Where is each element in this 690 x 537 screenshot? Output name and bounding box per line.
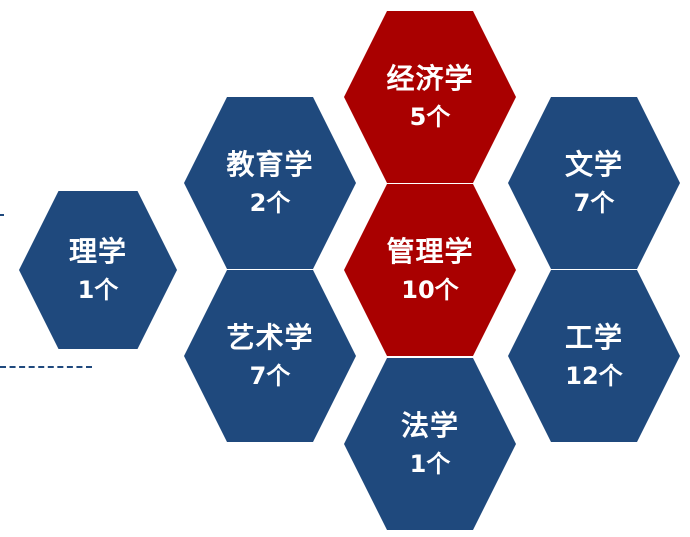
hex-name: 理学 — [68, 235, 127, 268]
hex-name: 文学 — [564, 148, 623, 181]
hex-cell-jiaoyuxue: 教育学 2个 — [184, 97, 356, 269]
hex-count: 2个 — [249, 189, 291, 217]
hex-cell-wenxue: 文学 7个 — [508, 97, 680, 269]
hex-cell-guanlixue: 管理学 10个 — [344, 184, 516, 356]
hex-count: 7个 — [249, 362, 291, 390]
hex-count: 10个 — [401, 276, 459, 304]
hex-cell-faxue: 法学 1个 — [344, 358, 516, 530]
hex-name: 管理学 — [386, 235, 474, 268]
hex-name: 教育学 — [226, 148, 314, 181]
hex-name: 法学 — [400, 409, 459, 442]
hex-cell-gongxue: 工学 12个 — [508, 270, 680, 442]
hex-cell-jingjixue: 经济学 5个 — [344, 11, 516, 183]
hex-cell-lixue: 理学 1个 — [19, 191, 177, 349]
hex-name: 艺术学 — [226, 321, 314, 354]
hex-name: 工学 — [564, 321, 623, 354]
hex-count: 5个 — [409, 103, 451, 131]
hex-name: 经济学 — [386, 62, 474, 95]
decorative-tick — [0, 214, 4, 216]
hex-cell-yishuxue: 艺术学 7个 — [184, 270, 356, 442]
hex-count: 7个 — [573, 189, 615, 217]
hex-count: 1个 — [409, 450, 451, 478]
hex-count: 12个 — [565, 362, 623, 390]
dashed-line — [0, 366, 92, 368]
hex-count: 1个 — [77, 276, 119, 304]
